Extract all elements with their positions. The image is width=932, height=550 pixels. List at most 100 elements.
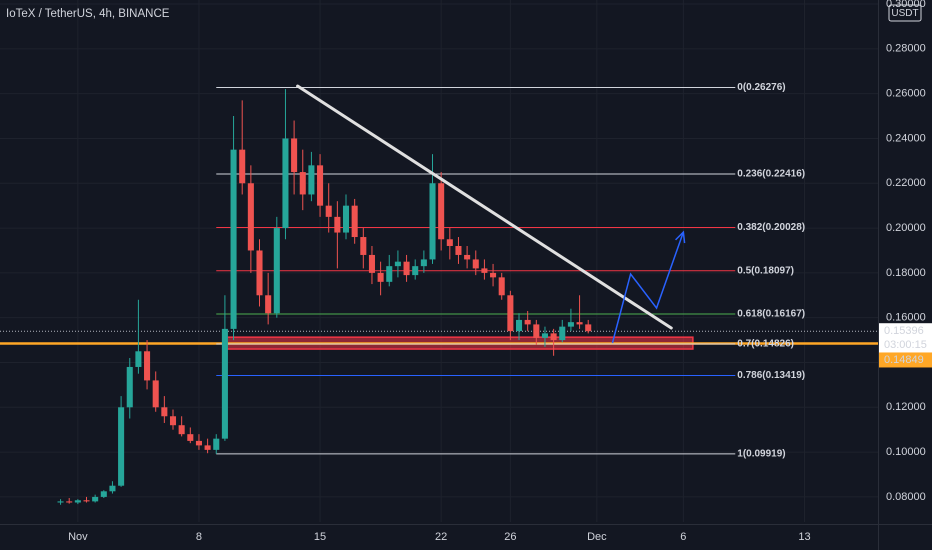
- candle-body: [507, 295, 514, 332]
- candle-body: [541, 333, 548, 338]
- y-tick-label: 0.24000: [886, 132, 926, 144]
- candle-body: [325, 205, 332, 217]
- candle-body: [498, 277, 505, 296]
- candle-body: [550, 333, 557, 341]
- support-price-label: 0.14849: [884, 354, 924, 366]
- x-tick-label: 26: [504, 531, 516, 543]
- candle-body: [455, 245, 462, 255]
- x-tick-label: 15: [314, 531, 326, 543]
- candle-body: [239, 149, 246, 184]
- axes: 0.080000.100000.120000.140000.160000.180…: [68, 0, 932, 543]
- candle-body: [576, 322, 583, 325]
- candle-body: [567, 322, 574, 327]
- candle-body: [464, 254, 471, 260]
- y-tick-label: 0.16000: [886, 312, 926, 324]
- candle-body: [169, 416, 177, 426]
- x-tick-label: 8: [196, 531, 202, 543]
- grid: [0, 0, 878, 522]
- candle-body: [109, 485, 116, 492]
- projection-path: [611, 231, 685, 344]
- currency-box: [888, 4, 922, 22]
- candle-body: [256, 250, 263, 296]
- candle-body: [360, 237, 367, 255]
- candle-body: [195, 440, 202, 446]
- fib-label: 0.5(0.18097): [737, 265, 794, 276]
- candle-body: [126, 366, 133, 408]
- candle-body: [559, 326, 566, 341]
- candle-body: [204, 445, 211, 450]
- candle-body: [83, 500, 90, 502]
- candle-body: [585, 324, 592, 332]
- candle-body: [74, 500, 81, 503]
- fib-label: 0.786(0.13419): [737, 370, 805, 381]
- candle-body: [533, 324, 540, 338]
- support-price-box: [879, 352, 932, 368]
- candle-body: [282, 138, 289, 229]
- candle-body: [429, 183, 436, 260]
- candle-body: [412, 266, 419, 276]
- y-tick-label: 0.26000: [886, 88, 926, 100]
- candle-body: [403, 261, 410, 276]
- candle-body: [386, 266, 393, 282]
- candle-body: [446, 239, 453, 246]
- candle-body: [515, 319, 523, 332]
- candle-body: [100, 491, 107, 497]
- candle-body: [308, 165, 315, 195]
- candle-body: [291, 138, 298, 173]
- candle-body: [57, 501, 64, 503]
- candle-body: [265, 295, 272, 314]
- y-tick-label: 0.22000: [886, 177, 926, 189]
- y-tick-label: 0.10000: [886, 446, 926, 458]
- fib-label: 0.618(0.16167): [737, 309, 805, 320]
- drawings: [296, 84, 686, 344]
- last-price-box: [879, 323, 932, 354]
- x-tick-label: Dec: [587, 531, 607, 543]
- candle-body: [66, 501, 73, 503]
- candle-body: [377, 272, 384, 282]
- candle-body: [144, 351, 151, 381]
- candle-body: [221, 328, 228, 439]
- candle-body: [394, 261, 401, 267]
- candle-body: [472, 259, 479, 269]
- candle-body: [334, 216, 341, 233]
- candle-body: [351, 205, 358, 238]
- y-tick-label: 0.12000: [886, 401, 926, 413]
- candles: [57, 89, 592, 505]
- candle-body: [317, 165, 324, 206]
- candle-body: [438, 183, 445, 240]
- candle-body: [118, 407, 125, 486]
- candle-body: [161, 407, 168, 417]
- y-tick-label: 0.20000: [886, 222, 926, 234]
- candle-body: [178, 425, 185, 435]
- x-tick-label: 13: [798, 531, 810, 543]
- candle-body: [342, 205, 350, 233]
- x-tick-label: 22: [435, 531, 447, 543]
- y-tick-label: 0.18000: [886, 267, 926, 279]
- candle-body: [368, 254, 375, 273]
- candle-body: [247, 183, 254, 251]
- currency: USDT: [891, 8, 918, 19]
- fib-label: 0(0.26276): [737, 82, 785, 93]
- candle-body: [299, 172, 306, 195]
- projection-arrowhead: [675, 230, 686, 244]
- x-tick-label: Nov: [68, 531, 88, 543]
- fib-label: 0.236(0.22416): [737, 169, 805, 180]
- candle-body: [187, 434, 194, 441]
- candle-body: [92, 496, 99, 502]
- candle-body: [420, 259, 427, 267]
- y-tick-label: 0.08000: [886, 491, 926, 503]
- x-tick-label: 6: [680, 531, 686, 543]
- candle-body: [524, 319, 531, 325]
- candle-body: [152, 380, 159, 408]
- y-tick-label: 0.28000: [886, 43, 926, 55]
- last-price-label: 0.15396: [884, 325, 924, 337]
- countdown-label: 03:00:15: [884, 339, 927, 351]
- candle-body: [481, 268, 488, 273]
- fib-label: 0.7(0.14826): [737, 339, 794, 350]
- fib-label: 0.382(0.20028): [737, 222, 805, 233]
- trendline: [296, 84, 673, 330]
- candle-body: [230, 149, 237, 329]
